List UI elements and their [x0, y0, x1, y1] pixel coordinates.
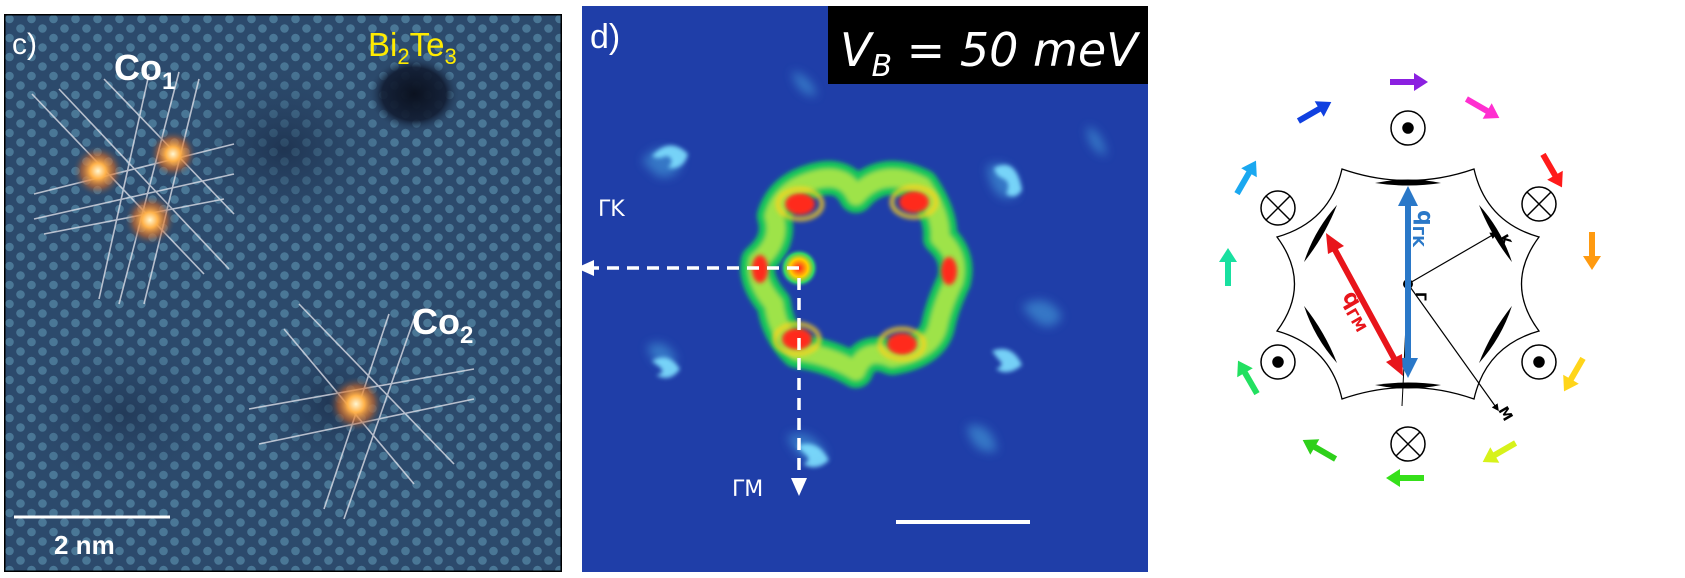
- lattice-guide-lines-co2: [248, 303, 475, 520]
- gamma-m-line: [1407, 283, 1499, 412]
- co-adatom-1a: [72, 145, 124, 197]
- direction-label-gk: ΓK: [598, 197, 625, 222]
- label-co2: Co2: [412, 301, 473, 349]
- spin-texture-symbols: [1260, 110, 1557, 462]
- gamma-k-line: [1407, 232, 1498, 285]
- fermi-surface-diagram: qΓK qΓM Γ K M: [1219, 73, 1601, 487]
- bias-voltage-label: VB = 50 meV: [840, 23, 1141, 84]
- panel-label-d: d): [590, 18, 620, 56]
- fermi-contour: [1275, 168, 1541, 412]
- co-adatom-2: [328, 376, 384, 432]
- co-adatom-1c: [124, 194, 176, 246]
- qpi-hot-spots: [752, 191, 957, 355]
- qpi-image: VB = 50 meV d) ΓK ΓM: [582, 6, 1148, 572]
- stm-topography-panel: c) Co1 Co2 Bi2Te3 2 nm: [4, 14, 562, 572]
- satellite-arcs: [652, 145, 1022, 468]
- stm-image: c) Co1 Co2 Bi2Te3 2 nm: [4, 14, 562, 572]
- label-q-gm: qΓM: [1334, 287, 1378, 336]
- co-adatom-1b: [149, 130, 197, 178]
- q-gm-vector: [1331, 246, 1399, 364]
- scale-bar-label: 2 nm: [54, 530, 115, 560]
- spin-direction-arrows: [1219, 73, 1601, 487]
- lattice-guide-lines-co1: [31, 71, 235, 305]
- panel-label-c: c): [12, 28, 37, 61]
- surface-vacancy: [368, 56, 460, 132]
- bias-label-box: [828, 6, 1148, 84]
- label-q-gk: qΓK: [1409, 210, 1437, 248]
- label-gamma-point: Γ: [1412, 292, 1428, 301]
- label-m-point: M: [1495, 404, 1516, 424]
- direction-label-gm: ΓM: [732, 477, 763, 502]
- label-co1: Co1: [114, 47, 175, 95]
- fermi-surface-schematic: qΓK qΓM Γ K M: [1180, 60, 1620, 520]
- label-material: Bi2Te3: [368, 26, 457, 69]
- qpi-map-panel: VB = 50 meV d) ΓK ΓM: [582, 6, 1148, 572]
